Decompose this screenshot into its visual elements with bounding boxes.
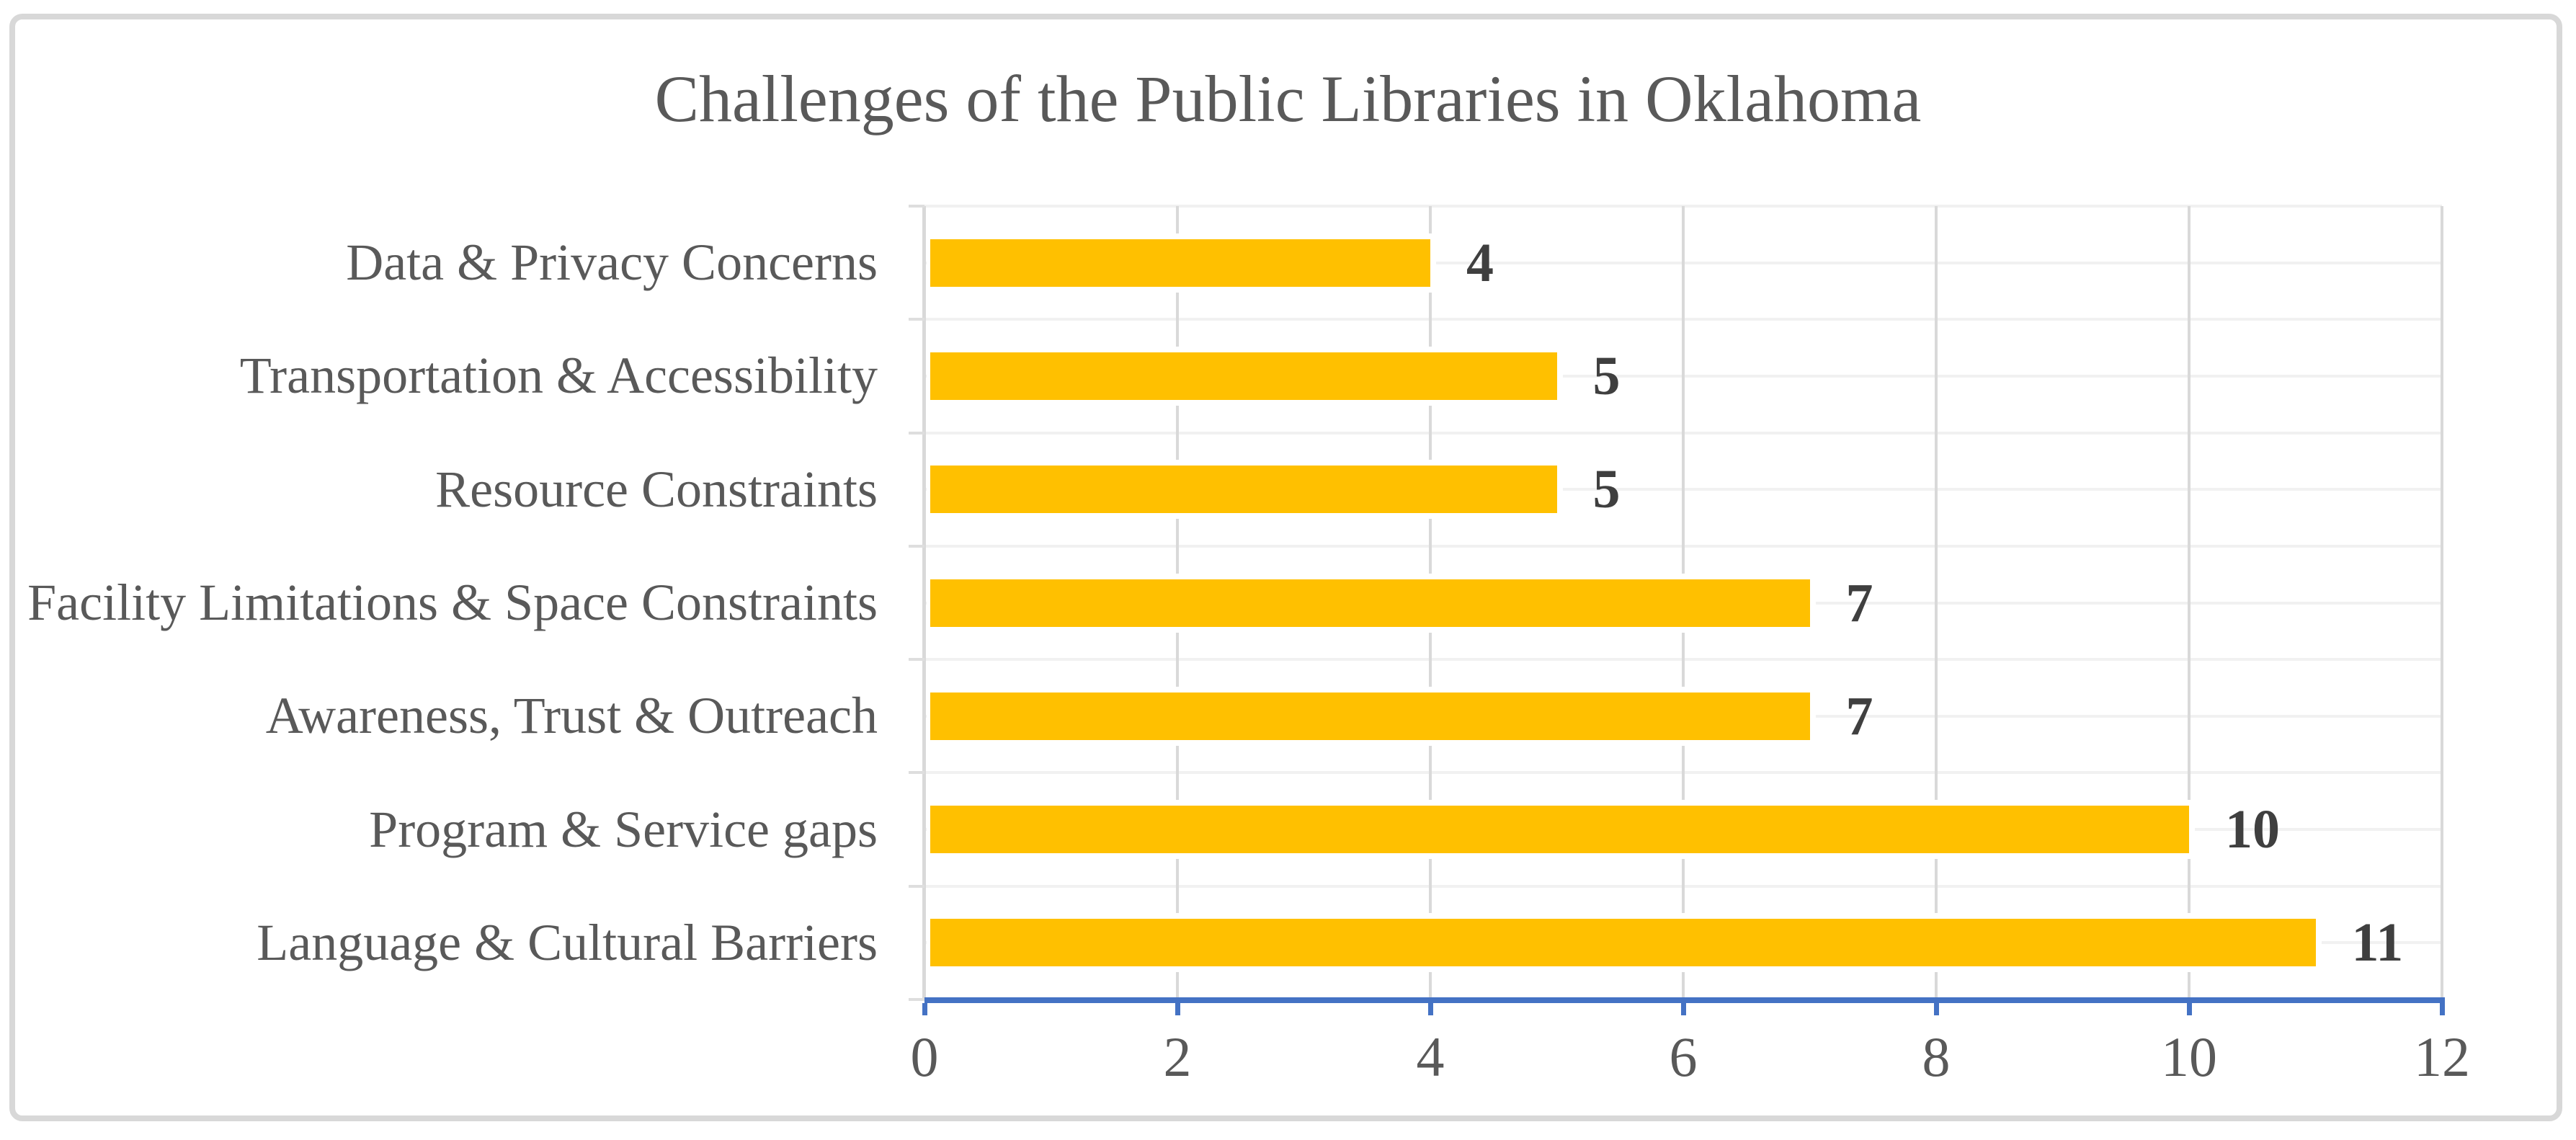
vertical-gridline-x-12 bbox=[2441, 206, 2443, 999]
y-axis-tick bbox=[909, 544, 924, 548]
y-axis-tick bbox=[909, 771, 924, 775]
x-axis-tick-label: 12 bbox=[2414, 1025, 2470, 1088]
plot-area: 4 5 5 7 7 10 11 bbox=[922, 205, 2443, 999]
x-axis-tick-label: 8 bbox=[1922, 1025, 1951, 1088]
bar-row-2 bbox=[927, 460, 1563, 520]
bar bbox=[930, 692, 1810, 740]
y-axis-tick bbox=[909, 318, 924, 321]
bar bbox=[930, 466, 1557, 514]
y-axis-line bbox=[922, 206, 926, 999]
bar-row-4 bbox=[927, 686, 1816, 746]
x-axis-tick bbox=[1428, 1003, 1433, 1015]
bar-value-label: 5 bbox=[1592, 459, 1621, 520]
bar-value-label: 7 bbox=[1845, 572, 1873, 633]
bar-value-label: 7 bbox=[1845, 685, 1873, 747]
category-label: Transportation & Accessibility bbox=[239, 347, 878, 405]
x-axis-tick-label: 0 bbox=[910, 1025, 939, 1088]
y-axis-tick bbox=[909, 431, 924, 435]
category-label: Awareness, Trust & Outreach bbox=[265, 687, 878, 745]
chart-title: Challenges of the Public Libraries in Ok… bbox=[654, 62, 1922, 135]
category-label: Language & Cultural Barriers bbox=[257, 913, 878, 971]
x-axis-tick bbox=[2187, 1003, 2192, 1015]
bar-value-label: 11 bbox=[2351, 912, 2404, 974]
bar-value-label: 10 bbox=[2225, 799, 2280, 860]
x-axis-tick bbox=[1175, 1003, 1180, 1015]
x-axis-line bbox=[924, 997, 2445, 1003]
chart-border bbox=[9, 14, 2562, 1121]
y-axis-tick bbox=[909, 884, 924, 888]
x-axis-tick bbox=[2440, 1003, 2445, 1015]
category-label: Program & Service gaps bbox=[369, 800, 878, 858]
x-axis-tick-label: 6 bbox=[1669, 1025, 1698, 1088]
x-axis-tick bbox=[1934, 1003, 1939, 1015]
y-axis-tick bbox=[909, 658, 924, 662]
y-axis-tick bbox=[909, 205, 924, 208]
vertical-gridline-x-8 bbox=[1935, 206, 1938, 999]
bar-row-5 bbox=[927, 800, 2195, 860]
y-axis-tick bbox=[909, 998, 924, 1001]
bar bbox=[930, 239, 1430, 287]
category-label: Resource Constraints bbox=[435, 460, 878, 518]
bar bbox=[930, 919, 2316, 967]
bar bbox=[930, 352, 1557, 400]
x-axis-tick bbox=[1681, 1003, 1686, 1015]
bar bbox=[930, 806, 2189, 854]
category-label: Facility Limitations & Space Constraints bbox=[27, 573, 878, 631]
bar-value-label: 5 bbox=[1592, 345, 1621, 406]
x-axis-tick-label: 2 bbox=[1163, 1025, 1192, 1088]
bar-row-0 bbox=[927, 233, 1436, 293]
bar-row-1 bbox=[927, 346, 1563, 406]
bar-value-label: 4 bbox=[1466, 232, 1494, 293]
bar-row-3 bbox=[927, 573, 1816, 633]
x-axis-tick-label: 4 bbox=[1416, 1025, 1445, 1088]
x-axis-tick-label: 10 bbox=[2161, 1025, 2217, 1088]
x-axis-tick bbox=[922, 1003, 927, 1015]
bar bbox=[930, 579, 1810, 627]
vertical-gridline-x-10 bbox=[2188, 206, 2191, 999]
bar-row-6 bbox=[927, 913, 2322, 973]
category-label: Data & Privacy Concerns bbox=[346, 233, 878, 292]
